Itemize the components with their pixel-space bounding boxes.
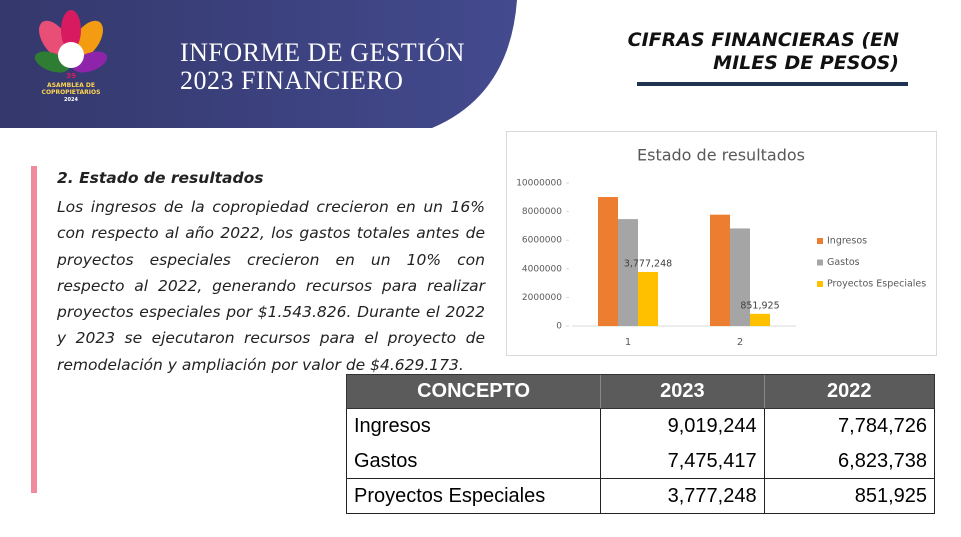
bar — [750, 313, 770, 326]
bar — [710, 214, 730, 326]
y-tick-label: 10000000 — [516, 179, 562, 189]
x-tick-label: 2 — [737, 337, 743, 348]
section-body: Los ingresos de la copropiedad crecieron… — [57, 198, 485, 374]
chart-title: Estado de resultados — [637, 146, 805, 165]
chart: Estado de resultados 0 2000000 4000000 6000… — [506, 131, 937, 356]
value-label: 3,777,248 — [624, 258, 672, 269]
cell: Proyectos Especiales — [347, 479, 602, 513]
logo-number: 39 — [66, 72, 76, 80]
section-heading: 2. Estado de resultados — [57, 169, 264, 187]
bar — [618, 219, 638, 326]
header-shape — [0, 0, 517, 128]
table-group: Ingresos 9,019,244 7,784,726 Gastos 7,47… — [346, 409, 935, 479]
legend-swatch — [817, 281, 823, 287]
y-tick-label: 4000000 — [522, 264, 562, 274]
header-cell: CONCEPTO — [347, 375, 602, 408]
header-title: INFORME DE GESTIÓN — [180, 38, 465, 67]
logo-year: 2024 — [64, 97, 78, 103]
side-title: CIFRAS FINANCIERAS (EN — [627, 29, 899, 51]
header-band: 39 ASAMBLEA DE COPROPIETARIOS 2024 — [0, 0, 517, 128]
cell: 3,777,248 — [601, 479, 765, 513]
bar — [730, 228, 750, 326]
y-tick-label: 8000000 — [522, 207, 562, 217]
table-row: Proyectos Especiales 3,777,248 851,925 — [346, 479, 935, 514]
header-title: 2023 FINANCIERO — [180, 66, 404, 95]
legend-swatch — [817, 238, 823, 244]
side-title: MILES DE PESOS) — [713, 52, 899, 74]
cell: 7,784,726 — [838, 415, 927, 437]
table-row: Ingresos 9,019,244 7,784,726 — [347, 409, 934, 444]
cell: Gastos — [347, 444, 602, 478]
legend-label: Ingresos — [827, 236, 867, 247]
cell: 851,925 — [854, 484, 927, 507]
logo: 39 ASAMBLEA DE COPROPIETARIOS 2024 — [34, 10, 108, 103]
cell: 9,019,244 — [601, 409, 765, 444]
header-cell: 2022 — [827, 380, 872, 402]
side-rule — [637, 82, 908, 86]
y-tick-label: 0 — [556, 322, 562, 332]
x-tick-label: 1 — [625, 337, 631, 348]
accent-bar — [31, 166, 37, 493]
y-tick-label: 6000000 — [522, 236, 562, 246]
table-row: Gastos 7,475,417 6,823,738 — [347, 444, 934, 478]
logo-line: COPROPIETARIOS — [42, 89, 101, 96]
table-header: CONCEPTO 2023 2022 — [346, 374, 935, 409]
bar — [598, 197, 618, 326]
y-tick-label: 2000000 — [522, 293, 562, 303]
cell: 7,475,417 — [601, 444, 765, 478]
legend-swatch — [817, 259, 823, 266]
cell: Ingresos — [347, 409, 602, 444]
table: CONCEPTO 2023 2022 Ingresos 9,019,244 7,… — [346, 374, 935, 514]
legend-label: Gastos — [827, 257, 860, 268]
cell: 6,823,738 — [838, 449, 927, 472]
value-label: 851,925 — [740, 300, 779, 311]
logo-line: ASAMBLEA DE — [47, 82, 95, 89]
bar — [638, 271, 658, 326]
legend-label: Proyectos Especiales — [827, 279, 926, 290]
header-cell: 2023 — [601, 375, 765, 408]
